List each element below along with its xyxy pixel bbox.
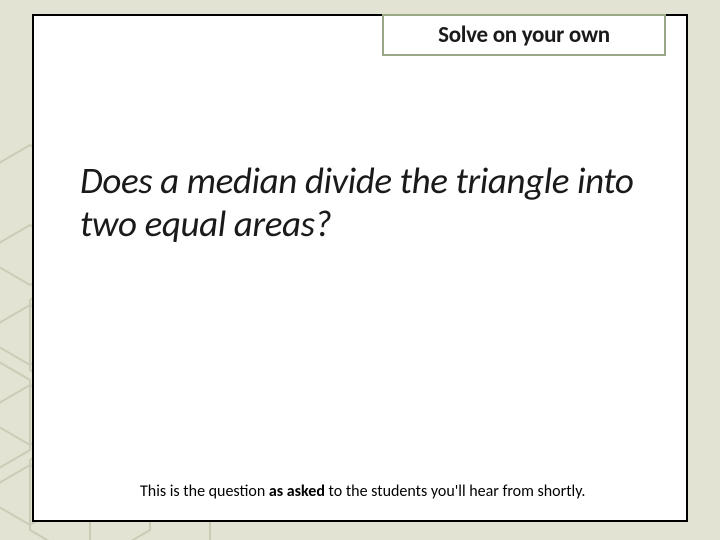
slide-frame: Solve on your own Does a median divide t… (32, 14, 688, 522)
callout-text: Solve on your own (438, 21, 610, 49)
footnote-bold: as asked (269, 482, 325, 501)
footnote: This is the question as asked to the stu… (140, 482, 670, 501)
footnote-suffix: to the students you'll hear from shortly… (325, 482, 586, 501)
question-text: Does a median divide the triangle into t… (80, 160, 640, 245)
footnote-prefix: This is the question (140, 482, 269, 501)
callout-box: Solve on your own (382, 14, 666, 56)
